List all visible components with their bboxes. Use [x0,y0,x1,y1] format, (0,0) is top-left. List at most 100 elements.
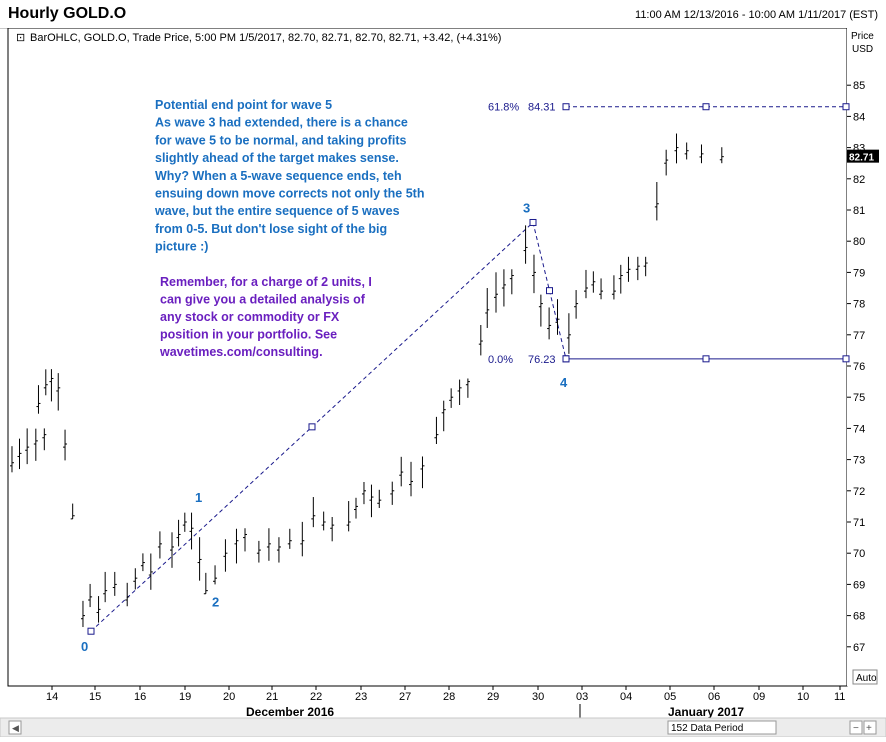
commentary-line: from 0-5. But don't lose sight of the bi… [155,222,387,236]
x-axis-ticks: 14 15 16 19 20 21 22 23 27 28 29 30 03 04 05 06 09 10 11 [46,686,845,703]
chart-area[interactable]: ⊡ BarOHLC, GOLD.O, Trade Price, 5:00 PM … [0,27,886,738]
y-tick-label: 71 [853,517,865,529]
fib-handle[interactable] [702,103,710,111]
month-label: December 2016 [246,705,334,719]
ohlc-bar [112,571,117,596]
scroll-left-button[interactable] [8,720,22,735]
current-price-label: 82.71 [849,153,874,164]
ohlc-bar [501,269,506,307]
ohlc-bar [189,512,194,550]
ohlc-bar [266,528,271,561]
ohlc-bar [434,416,439,444]
x-tick-label: 22 [310,691,322,703]
data-period-box[interactable] [667,720,777,735]
ohlc-bar [157,531,162,559]
x-tick-label: 27 [399,691,411,703]
price-axis-panel [847,28,886,686]
y-tick-label: 76 [853,361,865,373]
zoom-out-button[interactable] [849,720,863,735]
x-tick-label: 06 [708,691,720,703]
ohlc-bar [523,225,528,264]
wave-handle[interactable] [562,355,570,363]
wave-handle[interactable] [87,627,95,635]
x-tick-label: 16 [134,691,146,703]
commentary-line: slightly ahead of the target makes sense… [155,151,399,165]
fib-handle[interactable] [842,355,850,363]
y-tick-label: 70 [853,548,865,560]
ohlc-bar [509,269,514,295]
current-price-badge: 82.71 [847,149,879,164]
title-bar: Hourly GOLD.O 11:00 AM 12/13/2016 - 10:0… [0,0,886,29]
ohlc-bar [599,278,604,300]
ohlc-bar [243,528,248,552]
ohlc-bar [287,528,292,549]
fib-handle[interactable] [842,103,850,111]
ohlc-bar [36,385,41,414]
commentary-line: As wave 3 had extended, there is a chanc… [155,116,408,130]
price-chart[interactable]: ⊡ BarOHLC, GOLD.O, Trade Price, 5:00 PM … [0,27,886,738]
ohlc-bar [485,288,490,328]
y-tick-label: 69 [853,579,865,591]
ohlc-bar [566,313,571,354]
ohlc-bar [547,307,552,340]
wave-handle[interactable] [308,423,316,431]
commentary-line: picture :) [155,240,208,254]
fib-handle[interactable] [702,355,710,363]
auto-scale-label: Auto [856,673,877,684]
ohlc-bar [182,512,187,532]
ohlc-bar [591,271,596,293]
currency-label: USD [852,44,873,55]
y-tick-label: 85 [853,80,865,92]
ohlc-bar [70,503,75,520]
ohlc-bar [346,501,351,532]
fib-handle[interactable] [562,103,570,111]
ohlc-bar [635,256,640,281]
x-tick-label: 15 [89,691,101,703]
x-tick-label: 09 [753,691,765,703]
bottom-scrollbar[interactable]: ◀ 152 Data Period − + [0,717,886,738]
promo-line: Remember, for a charge of 2 units, I [160,275,372,289]
zoom-in-icon: + [866,723,872,734]
y-tick-label: 77 [853,330,865,342]
ohlc-bar [256,540,261,563]
ohlc-bar [390,481,395,505]
scroll-left-icon: ◀ [12,723,19,733]
ohlc-bar [88,583,93,608]
fib-pct-label: 0.0% [488,354,513,366]
ohlc-bar [369,484,374,518]
wave-handle[interactable] [546,287,553,295]
date-range: 11:00 AM 12/13/2016 - 10:00 AM 1/11/2017… [635,9,878,21]
fib-value-label: 76.23 [528,354,556,366]
y-tick-label: 79 [853,267,865,279]
wave-handle[interactable] [529,218,537,226]
ohlc-bar [169,532,174,568]
ohlc-bars [9,133,724,628]
auto-scale-button[interactable]: Auto [852,669,878,685]
x-tick-label: 14 [46,691,58,703]
ohlc-bar [311,497,316,528]
commentary-line: Potential end point for wave 5 [155,98,332,112]
ohlc-bar [555,299,560,335]
x-tick-label: 23 [355,691,367,703]
zoom-in-button[interactable] [863,720,877,735]
ohlc-bar [49,369,54,402]
commentary-line: ensuing down move corrects not only the … [155,187,424,201]
ohlc-bar [361,482,366,505]
ohlc-bar [626,256,631,282]
ohlc-bar [213,565,218,585]
ohlc-bar [538,294,543,327]
wave-labels: 0 1 2 3 4 [81,200,568,654]
ohlc-bar [234,528,239,564]
ohlc-bar [409,461,414,497]
ohlc-bar [493,272,498,313]
commentary-line: Why? When a 5-wave sequence ends, teh [155,169,402,183]
analysis-overlays [87,103,850,635]
ohlc-bar [300,521,305,557]
info-line: BarOHLC, GOLD.O, Trade Price, 5:00 PM 1/… [30,32,501,44]
ohlc-bar [203,572,208,595]
ohlc-bar [465,378,470,398]
ohlc-bar [699,144,704,164]
ohlc-bar [684,142,689,160]
zoom-out-icon: − [853,723,859,734]
y-tick-label: 82 [853,174,865,186]
